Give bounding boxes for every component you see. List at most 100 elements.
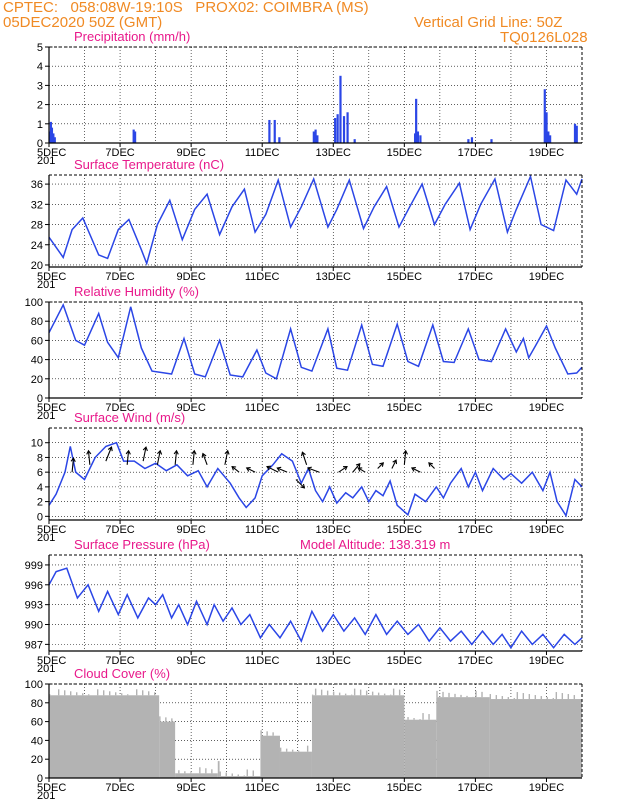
x-tick-label: 13DEC: [316, 402, 352, 414]
x-tick-label: 17DEC: [458, 402, 494, 414]
year-fragment: 201: [37, 279, 55, 291]
x-tick-label: 19DEC: [529, 655, 565, 667]
x-tick-label: 15DEC: [387, 271, 423, 283]
precip-bar: [52, 133, 55, 143]
cloud-spike: [413, 718, 415, 720]
wind-vector: [202, 453, 208, 465]
cloud-spike: [516, 692, 519, 700]
y-tick-label: 32: [31, 199, 43, 211]
cloud-spike: [297, 750, 300, 752]
panel-title: Surface Pressure (hPa): [74, 537, 210, 552]
cloud-spike: [522, 693, 525, 700]
year-fragment: 201: [37, 410, 55, 422]
year-fragment: 201: [37, 155, 55, 167]
model-altitude-label: Model Altitude: 138.319 m: [300, 537, 450, 552]
y-tick-label: 10: [31, 438, 43, 450]
cloud-spike: [199, 767, 201, 774]
x-tick-label: 7DEC: [105, 782, 134, 794]
panel-title: Relative Humidity (%): [74, 284, 199, 299]
cloud-spike: [495, 695, 498, 700]
wind-arrowhead: [107, 446, 113, 452]
x-tick-label: 11DEC: [245, 271, 280, 283]
cloud-spike: [466, 695, 468, 698]
cloud-spike: [501, 696, 504, 700]
wind-arrowhead: [173, 449, 179, 455]
precip-bar: [543, 89, 546, 143]
precip-bar: [132, 129, 135, 143]
header-code: TQ0126L028: [500, 29, 588, 46]
cloud-spike: [88, 694, 90, 696]
cloud-spike: [365, 690, 368, 696]
wind-arrowhead: [231, 465, 237, 471]
x-tick-label: 19DEC: [529, 524, 565, 536]
wind-arrowhead: [276, 466, 282, 472]
x-tick-label: 5DEC: [37, 402, 66, 414]
cloud-area: [279, 751, 312, 778]
panel-title: Surface Temperature (nC): [74, 157, 224, 172]
precip-bar: [53, 137, 56, 143]
y-tick-label: 28: [31, 220, 43, 232]
wind-vector: [295, 479, 305, 489]
y-tick-label: 100: [25, 297, 43, 309]
cloud-spike: [392, 688, 395, 696]
cloud-spike: [159, 716, 161, 722]
cloud-spike: [320, 689, 323, 696]
cloud-spike: [326, 690, 329, 696]
cloud-spike: [442, 691, 444, 698]
cloud-spike: [350, 694, 353, 696]
precip-bar: [545, 112, 548, 143]
cloud-spike: [534, 695, 537, 700]
cloud-spike: [184, 771, 186, 774]
cloud-spike: [190, 772, 192, 774]
cloud-spike: [353, 688, 356, 696]
header-date: 05DEC2020 50Z (GMT): [3, 14, 163, 31]
x-tick-label: 9DEC: [176, 782, 205, 794]
cloud-spike: [344, 693, 347, 696]
cloud-spike: [237, 774, 239, 777]
cloud-spike: [448, 692, 450, 698]
cloud-spike: [513, 698, 516, 700]
x-tick-label: 19DEC: [529, 782, 565, 794]
y-tick-label: 987: [25, 639, 43, 651]
wind-vector: [266, 466, 279, 473]
cloud-area: [311, 695, 405, 778]
cloud-spike: [306, 745, 309, 752]
x-tick-label: 15DEC: [387, 524, 423, 536]
precip-bar: [314, 129, 317, 143]
cloud-area: [175, 773, 218, 778]
wind-vector: [71, 458, 75, 473]
cloud-spike: [567, 694, 570, 700]
cloud-spike: [436, 690, 438, 698]
x-tick-label: 13DEC: [316, 271, 352, 283]
cloud-spike: [165, 717, 167, 722]
y-tick-label: 5: [37, 42, 43, 54]
y-tick-label: 0: [37, 511, 43, 523]
wind-arrowhead: [357, 467, 363, 472]
cloud-spike: [389, 694, 392, 696]
cloud-spike: [76, 692, 78, 696]
x-tick-label: 7DEC: [105, 402, 134, 414]
cloud-spike: [142, 690, 144, 696]
x-tick-label: 5DEC: [37, 782, 66, 794]
cloud-spike: [64, 690, 66, 696]
y-tick-label: 993: [25, 600, 43, 612]
x-tick-label: 13DEC: [316, 655, 352, 667]
wind-arrowhead: [306, 466, 312, 472]
precip-bar: [316, 135, 319, 143]
cloud-spike: [528, 694, 531, 700]
header-grid: Vertical Grid Line: 50Z: [414, 14, 563, 31]
x-tick-label: 17DEC: [458, 147, 494, 159]
cloud-spike: [475, 690, 477, 698]
wind-vector: [352, 463, 361, 473]
y-tick-label: 80: [31, 698, 43, 710]
wind-vector: [156, 450, 161, 465]
precip-bar: [547, 131, 550, 143]
precip-bar: [573, 123, 577, 143]
x-tick-label: 11DEC: [245, 402, 280, 414]
wind-vector: [87, 450, 91, 465]
x-tick-label: 19DEC: [529, 402, 565, 414]
cloud-spike: [285, 748, 288, 752]
wind-arrowhead: [142, 446, 148, 452]
y-tick-label: 40: [31, 735, 43, 747]
wind-arrowhead: [355, 463, 361, 468]
